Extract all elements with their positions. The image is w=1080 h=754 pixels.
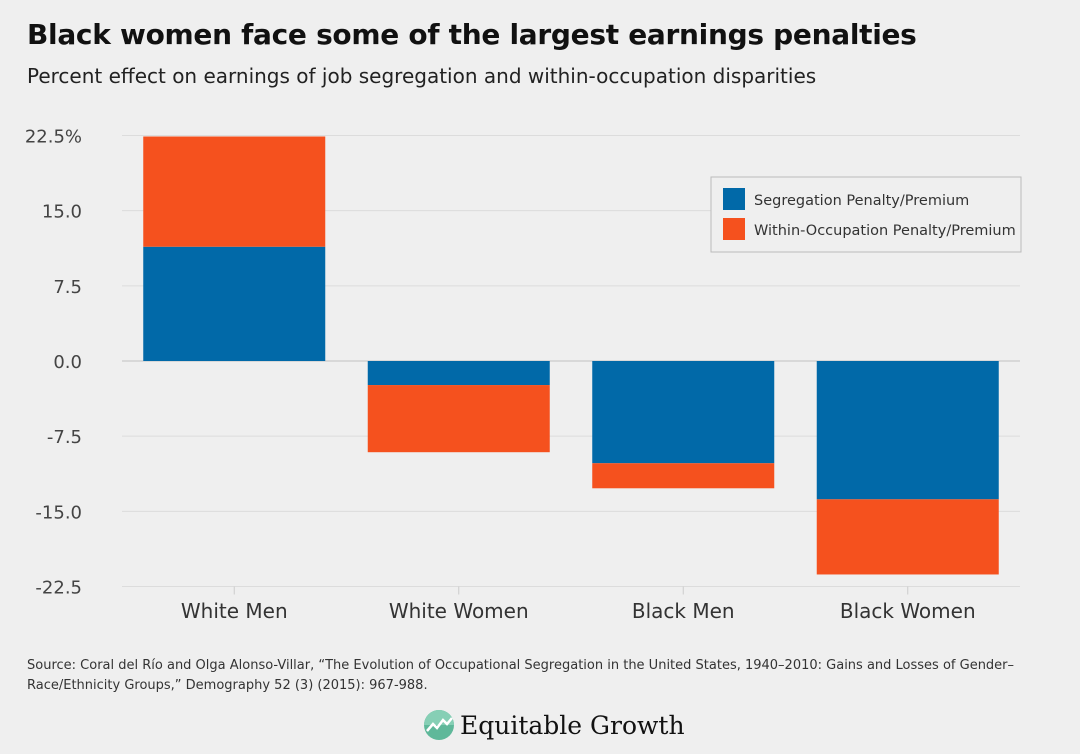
- legend-swatch: [723, 188, 745, 210]
- y-tick-label: 15.0: [42, 202, 82, 223]
- legend-label: Within-Occupation Penalty/Premium: [754, 223, 1016, 239]
- legend-swatch: [723, 218, 745, 240]
- logo-text: Equitable Growth: [460, 710, 685, 740]
- source-note: Source: Coral del Río and Olga Alonso-Vi…: [27, 658, 1015, 693]
- chart: 22.5% 15.0 7.5 0.0 -7.5 -15.0 -22.5 White Men Wh…: [25, 127, 1022, 623]
- bar-within-occupation: [367, 385, 550, 453]
- growth-logo-icon: [424, 710, 454, 740]
- x-tick-label: Black Women: [840, 599, 976, 623]
- legend-label: Segregation Penalty/Premium: [754, 193, 969, 209]
- y-tick-label: -7.5: [47, 427, 82, 448]
- logo: Equitable Growth: [424, 710, 685, 740]
- y-tick-label: 0.0: [53, 352, 82, 373]
- y-tick-label: -22.5: [35, 578, 82, 599]
- bar-segregation: [592, 361, 775, 464]
- bar-segregation: [816, 361, 999, 500]
- chart-title: Black women face some of the largest ear…: [27, 18, 917, 51]
- bar-within-occupation: [592, 463, 775, 489]
- bar-segregation: [143, 246, 326, 361]
- y-tick-label: 22.5%: [25, 127, 82, 148]
- legend: [710, 176, 1022, 253]
- x-tick-label: Black Men: [632, 599, 735, 623]
- bar-within-occupation: [816, 499, 999, 575]
- y-tick-label: -15.0: [35, 502, 82, 523]
- bar-within-occupation: [143, 136, 326, 247]
- x-tick-label: White Men: [181, 599, 288, 623]
- x-tick-label: White Women: [389, 599, 529, 623]
- bar-segregation: [367, 361, 550, 386]
- y-tick-label: 7.5: [53, 277, 82, 298]
- chart-subtitle: Percent effect on earnings of job segreg…: [27, 64, 817, 88]
